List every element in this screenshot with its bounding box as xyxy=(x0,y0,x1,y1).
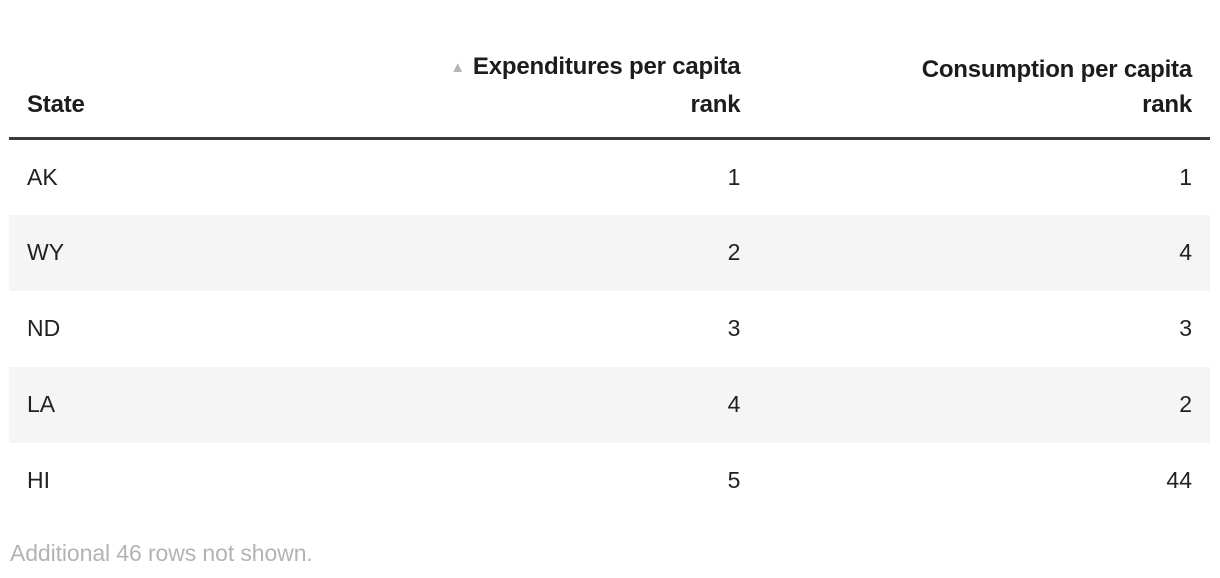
sort-ascending-icon: ▲ xyxy=(450,59,465,76)
rank-table: State ▲ Expenditures per capita rank Cons… xyxy=(9,0,1210,519)
column-header-consumption-rank[interactable]: Consumption per capita rank xyxy=(758,0,1210,140)
table-body: AK 1 1 WY 2 4 ND 3 3 LA 4 2 HI 5 xyxy=(9,139,1210,519)
column-header-expenditures-line1: ▲ Expenditures per capita xyxy=(327,49,740,87)
cell-state: AK xyxy=(27,163,58,190)
cell-expenditures-rank: 5 xyxy=(727,467,741,493)
column-header-expenditures-label: Expenditures per capita xyxy=(472,53,741,80)
rank-table-container: State ▲ Expenditures per capita rank Cons… xyxy=(9,0,1210,519)
cell-state: WY xyxy=(27,239,65,265)
cell-consumption-rank: 1 xyxy=(1179,163,1192,190)
cell-state: ND xyxy=(27,315,61,341)
table-row: LA 4 2 xyxy=(9,366,1210,443)
table-header: State ▲ Expenditures per capita rank Cons… xyxy=(9,0,1210,140)
column-header-state[interactable]: State xyxy=(9,0,310,140)
table-row: HI 5 44 xyxy=(9,443,1210,519)
column-header-consumption-line2: rank xyxy=(1142,91,1192,118)
column-header-state-label: State xyxy=(27,91,85,118)
table-row: WY 2 4 xyxy=(9,214,1210,291)
cell-state: LA xyxy=(27,391,56,417)
table-row: ND 3 3 xyxy=(9,291,1210,367)
cell-expenditures-rank: 4 xyxy=(727,391,741,417)
cell-expenditures-rank: 3 xyxy=(727,315,741,341)
cell-expenditures-rank: 2 xyxy=(727,239,741,265)
column-header-expenditures-line2: rank xyxy=(690,91,741,118)
column-header-expenditures-rank[interactable]: ▲ Expenditures per capita rank xyxy=(309,0,759,140)
cell-state: HI xyxy=(27,467,50,493)
cell-expenditures-rank: 1 xyxy=(727,163,741,190)
cell-consumption-rank: 44 xyxy=(1166,467,1192,493)
table-row: AK 1 1 xyxy=(9,139,1210,215)
column-header-consumption-line1: Consumption per capita xyxy=(921,56,1192,83)
cell-consumption-rank: 3 xyxy=(1179,315,1192,341)
cell-consumption-rank: 4 xyxy=(1179,239,1192,265)
cell-consumption-rank: 2 xyxy=(1179,391,1192,417)
rows-not-shown-note: Additional 46 rows not shown. xyxy=(10,539,313,566)
